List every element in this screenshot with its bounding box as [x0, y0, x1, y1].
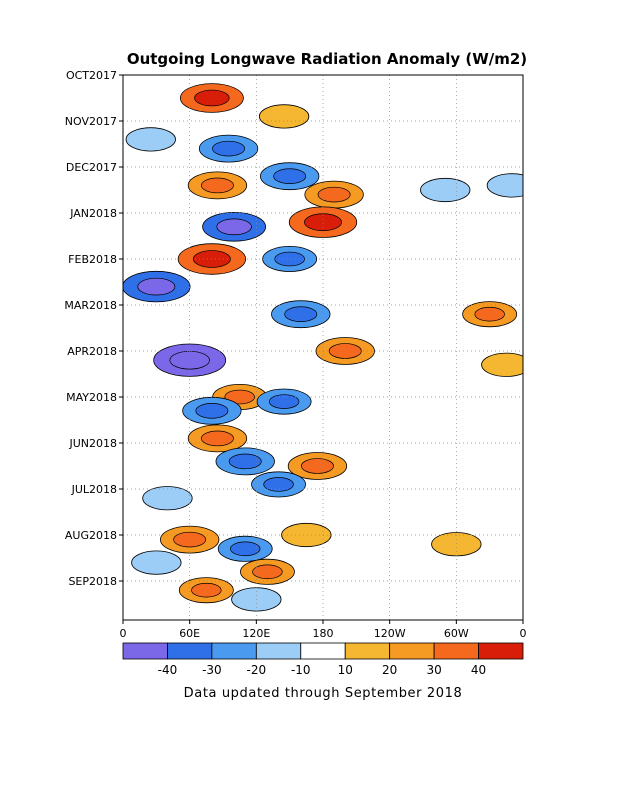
anomaly-core: [304, 213, 342, 231]
footer-note: Data updated through September 2018: [184, 686, 463, 701]
colorbar-swatch: [344, 642, 391, 660]
x-tick-label: 60W: [444, 627, 469, 640]
colorbar-swatch: [478, 642, 524, 660]
y-tick-label: MAY2018: [66, 391, 117, 404]
anomaly-region: [125, 127, 176, 152]
anomaly-region: [486, 173, 523, 198]
y-tick-label: APR2018: [67, 345, 117, 358]
colorbar-label: 10: [338, 663, 353, 677]
colorbar-swatch: [167, 642, 213, 660]
y-tick-label: DEC2017: [66, 161, 117, 174]
x-axis: 0 60E 120E 180 120W 60W 0: [120, 620, 527, 640]
anomaly-core: [201, 430, 234, 447]
anomaly-core: [268, 394, 300, 409]
anomaly-core: [317, 186, 351, 203]
x-tick-label: 0: [520, 627, 527, 640]
y-tick-label: AUG2018: [65, 529, 117, 542]
anomaly-core: [169, 350, 210, 370]
y-tick-label: NOV2017: [65, 115, 117, 128]
y-tick-label: MAR2018: [64, 299, 117, 312]
anomaly-region: [258, 104, 310, 129]
plot-area: [122, 74, 524, 621]
anomaly-core: [191, 582, 222, 598]
x-tick-label: 180: [313, 627, 334, 640]
colorbar-swatch: [300, 642, 346, 660]
x-tick-label: 0: [120, 627, 127, 640]
colorbar-label: 40: [471, 663, 486, 677]
chart-title: Outgoing Longwave Radiation Anomaly (W/m…: [127, 50, 527, 68]
colorbar-label: -30: [202, 663, 222, 677]
anomaly-core: [137, 277, 176, 296]
anomaly-core: [274, 251, 305, 267]
colorbar: -40 -30 -20 -10 10 20 30 40: [122, 642, 524, 677]
anomaly-core: [301, 458, 334, 474]
colorbar-swatch: [433, 642, 479, 660]
anomaly-region: [420, 177, 471, 203]
anomaly-core: [328, 343, 362, 359]
y-axis: OCT2017 NOV2017 DEC2017 JAN2018 FEB2018 MAR20…: [64, 69, 123, 588]
colorbar-label: -10: [291, 663, 311, 677]
anomaly-core: [228, 453, 262, 470]
colorbar-label: 30: [426, 663, 441, 677]
anomaly-core: [230, 541, 261, 557]
x-tick-label: 60E: [179, 627, 200, 640]
anomaly-core: [216, 218, 252, 236]
anomaly-region: [481, 352, 523, 377]
anomaly-region: [142, 486, 193, 511]
colorbar-swatch: [122, 642, 168, 660]
anomaly-region: [131, 550, 182, 575]
anomaly-core: [474, 306, 505, 322]
anomaly-core: [194, 89, 230, 107]
anomaly-core: [284, 306, 318, 322]
y-tick-label: OCT2017: [66, 69, 117, 82]
anomaly-fields: [123, 83, 523, 612]
colorbar-label: 20: [382, 663, 397, 677]
anomaly-region: [431, 532, 482, 557]
y-tick-label: JUL2018: [71, 483, 117, 496]
anomaly-core: [263, 477, 294, 492]
y-tick-label: FEB2018: [68, 253, 117, 266]
x-tick-label: 120E: [242, 627, 270, 640]
anomaly-core: [273, 168, 307, 184]
y-tick-label: SEP2018: [68, 575, 117, 588]
colorbar-swatch: [255, 642, 302, 660]
y-tick-label: JUN2018: [68, 437, 117, 450]
x-tick-label: 120W: [374, 627, 406, 640]
colorbar-label: -40: [158, 663, 178, 677]
anomaly-core: [195, 403, 229, 419]
colorbar-label: -20: [247, 663, 267, 677]
anomaly-core: [201, 177, 234, 194]
colorbar-swatch: [389, 642, 435, 660]
anomaly-core: [252, 564, 283, 580]
anomaly-core: [212, 140, 245, 157]
colorbar-swatch: [211, 642, 257, 660]
y-tick-label: JAN2018: [69, 207, 117, 220]
